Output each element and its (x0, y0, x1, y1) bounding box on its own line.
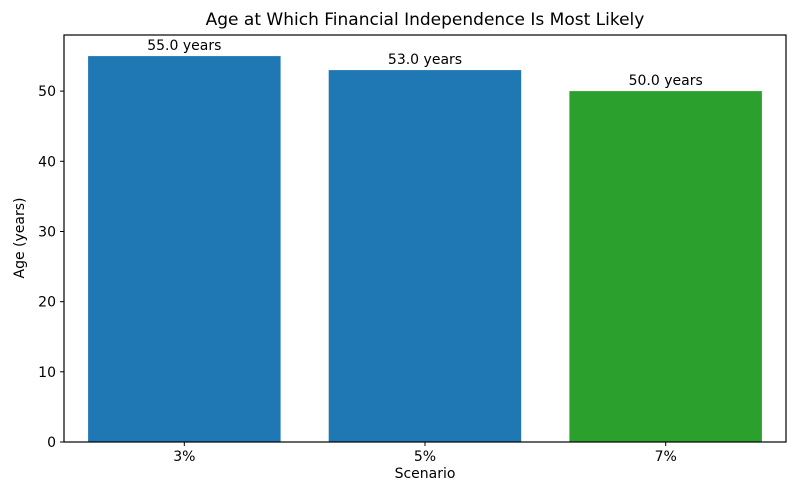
axes-frame (63, 34, 787, 443)
x-tick-label: 5% (414, 449, 436, 465)
y-tick-label: 30 (38, 225, 56, 241)
bar (569, 91, 762, 442)
y-tick-label: 10 (38, 365, 56, 381)
y-axis-label: Age (years) (12, 197, 28, 279)
x-tick-label: 7% (655, 449, 677, 465)
y-tick-label: 50 (38, 84, 56, 100)
y-tick-label: 0 (47, 435, 56, 451)
x-axis-label: Scenario (394, 466, 456, 482)
x-tick-label: 3% (173, 449, 195, 465)
bar (328, 70, 522, 442)
y-tick-label: 20 (38, 295, 56, 311)
bar-value-label: 55.0 years (147, 38, 221, 54)
bar-value-label: 53.0 years (388, 52, 462, 68)
chart-title: Age at Which Financial Independence Is M… (205, 10, 645, 30)
y-tick-label: 40 (38, 154, 56, 170)
bar (88, 56, 281, 442)
bar-value-label: 50.0 years (629, 73, 703, 89)
